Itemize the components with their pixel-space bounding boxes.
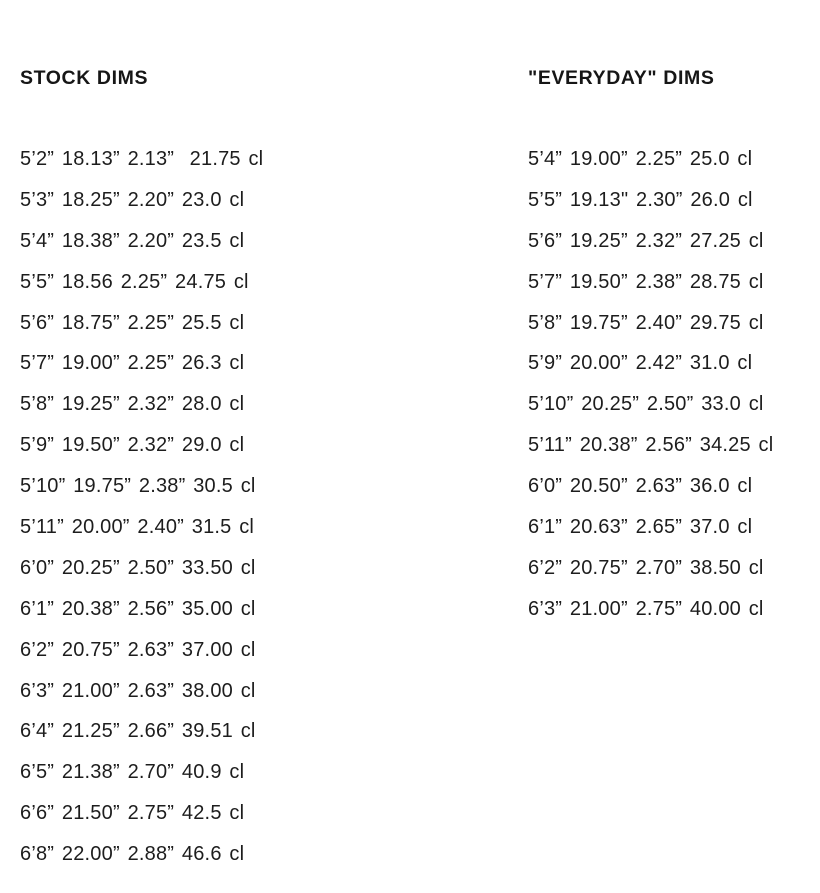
dims-row: 6’0” 20.25” 2.50” 33.50 cl — [20, 556, 256, 579]
dims-row: 5’2” 18.13” 2.13” 21.75 cl — [20, 148, 264, 170]
stock-dims-column: STOCK DIMS 5’2” 18.13” 2.13” 21.75 cl 5’3… — [20, 26, 263, 893]
dims-row: 5’5” 19.13" 2.30” 26.0 cl — [528, 188, 753, 211]
dims-row: 6’0” 20.50” 2.63” 36.0 cl — [528, 475, 753, 498]
dims-row: 6’3” 21.00” 2.75” 40.00 cl — [528, 597, 764, 620]
dims-row: 6’2” 20.75” 2.70” 38.50 cl — [528, 556, 764, 579]
dims-row: 5’5” 18.56 2.25” 24.75 cl — [20, 270, 249, 293]
dims-row: 5’11” 20.00” 2.40” 31.5 cl — [20, 516, 255, 539]
dims-row: 5’8” 19.25” 2.32” 28.0 cl — [20, 393, 245, 416]
everyday-dims-column: "EVERYDAY" DIMS 5’4” 19.00” 2.25” 25.0 c… — [528, 26, 773, 648]
dims-row: 5’3” 18.25” 2.20” 23.0 cl — [20, 188, 245, 211]
dims-row: 5’9” 19.50” 2.32” 29.0 cl — [20, 434, 245, 457]
stock-dims-list: 5’2” 18.13” 2.13” 21.75 cl 5’3” 18.25” 2.… — [20, 139, 263, 875]
dims-row: 5’6” 19.25” 2.32” 27.25 cl — [528, 229, 764, 252]
dims-row: 5’6” 18.75” 2.25” 25.5 cl — [20, 311, 245, 334]
dims-row: 6’8” 22.00” 2.88” 46.6 cl — [20, 843, 245, 866]
dims-row: 5’9” 20.00” 2.42” 31.0 cl — [528, 352, 753, 375]
dims-row: 5’11” 20.38” 2.56” 34.25 cl — [528, 434, 774, 457]
dims-row: 6’4” 21.25” 2.66” 39.51 cl — [20, 720, 256, 743]
dims-row: 6’6” 21.50” 2.75” 42.5 cl — [20, 802, 245, 825]
dims-row: 6’1” 20.38” 2.56” 35.00 cl — [20, 597, 256, 620]
stock-dims-header: STOCK DIMS — [20, 67, 149, 89]
dims-row: 6’3” 21.00” 2.63” 38.00 cl — [20, 679, 256, 702]
dims-row: 5’10” 20.25” 2.50” 33.0 cl — [528, 393, 764, 416]
dims-row: 5’7” 19.50” 2.38” 28.75 cl — [528, 270, 764, 293]
dims-row: 6’1” 20.63” 2.65” 37.0 cl — [528, 516, 753, 539]
dims-row: 5’4” 19.00” 2.25” 25.0 cl — [528, 148, 753, 170]
everyday-dims-list: 5’4” 19.00” 2.25” 25.0 cl 5’5” 19.13" 2.3… — [528, 139, 773, 630]
dims-row: 5’8” 19.75” 2.40” 29.75 cl — [528, 311, 764, 334]
everyday-dims-header: "EVERYDAY" DIMS — [528, 67, 715, 89]
dims-row: 6’2” 20.75” 2.63” 37.00 cl — [20, 638, 256, 661]
dims-row: 6’5” 21.38” 2.70” 40.9 cl — [20, 761, 245, 784]
dims-row: 5’10” 19.75” 2.38” 30.5 cl — [20, 475, 256, 498]
dims-row: 5’4” 18.38” 2.20” 23.5 cl — [20, 229, 245, 252]
dims-row: 5’7” 19.00” 2.25” 26.3 cl — [20, 352, 245, 375]
